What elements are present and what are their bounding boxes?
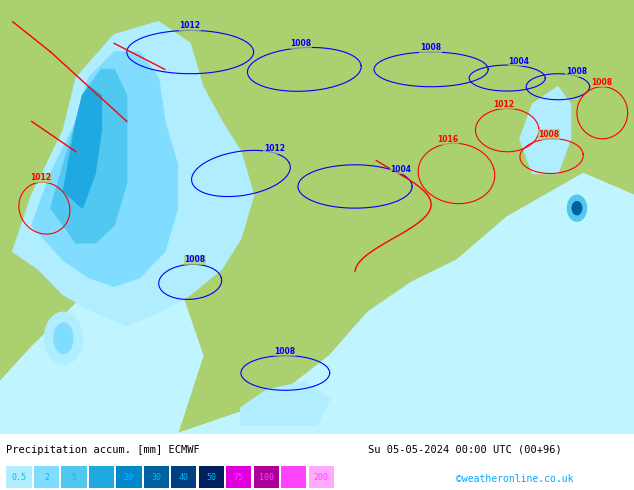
Bar [61,466,87,488]
Text: 75: 75 [234,472,243,482]
Text: 30: 30 [152,472,161,482]
Text: 1008: 1008 [275,346,295,356]
Bar [89,466,114,488]
Bar [281,466,306,488]
Polygon shape [63,87,101,208]
Ellipse shape [572,202,582,215]
Text: 5: 5 [72,472,77,482]
Text: 1008: 1008 [592,78,612,87]
Ellipse shape [54,323,73,353]
Text: 100: 100 [259,472,274,482]
Text: 1008: 1008 [420,43,441,52]
Text: 0.5: 0.5 [11,472,27,482]
Text: 20: 20 [124,472,134,482]
Text: 150: 150 [286,472,301,482]
Text: 1008: 1008 [290,39,311,48]
Bar [34,466,59,488]
Text: 10: 10 [96,472,107,482]
Polygon shape [13,22,254,325]
Text: 1004: 1004 [508,57,529,66]
Polygon shape [0,251,203,434]
Bar [6,466,32,488]
Text: 200: 200 [314,472,328,482]
Text: 1008: 1008 [184,255,205,265]
Text: 40: 40 [179,472,189,482]
Polygon shape [520,87,571,173]
Text: Su 05-05-2024 00:00 UTC (00+96): Su 05-05-2024 00:00 UTC (00+96) [368,445,562,455]
Text: 1012: 1012 [493,99,514,108]
Bar [309,466,334,488]
Text: Precipitation accum. [mm] ECMWF: Precipitation accum. [mm] ECMWF [6,445,200,455]
Text: 1016: 1016 [437,135,458,144]
Polygon shape [241,382,330,425]
Bar [226,466,252,488]
Text: 2: 2 [44,472,49,482]
Polygon shape [32,52,178,286]
Bar [254,466,279,488]
Ellipse shape [567,195,586,221]
Text: 50: 50 [206,472,216,482]
Text: ©weatheronline.co.uk: ©weatheronline.co.uk [456,474,574,484]
Bar [171,466,197,488]
Polygon shape [51,70,127,243]
Bar [198,466,224,488]
Polygon shape [178,173,634,434]
Ellipse shape [44,312,82,364]
Bar [144,466,169,488]
Text: 1012: 1012 [179,22,200,30]
Text: 1008: 1008 [538,130,559,139]
Text: 1004: 1004 [391,165,411,173]
Text: 1012: 1012 [264,144,285,153]
Text: 1008: 1008 [566,67,587,76]
Text: 1012: 1012 [30,173,51,182]
Bar [116,466,141,488]
